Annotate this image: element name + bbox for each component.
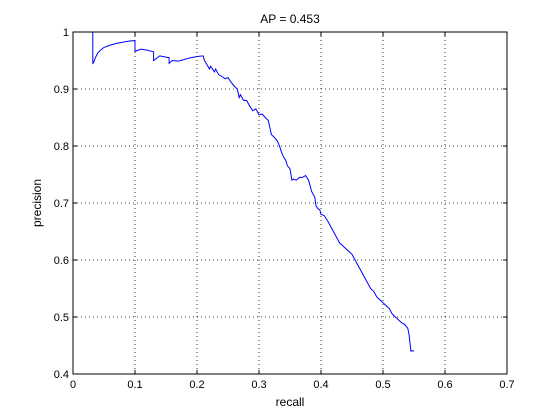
y-tick-label: 0.6 [54,255,69,267]
chart-title: AP = 0.453 [260,12,320,26]
grid-lines [73,32,507,374]
y-tick-label: 0.9 [54,84,69,96]
x-tick-label: 0.6 [437,379,452,391]
y-tick-label: 0.8 [54,141,69,153]
x-tick-label: 0.4 [313,379,328,391]
y-tick-label: 0.4 [54,369,69,381]
x-tick-label: 0.7 [499,379,514,391]
x-tick-label: 0.1 [127,379,142,391]
x-tick-label: 0 [70,379,76,391]
y-tick-label: 0.7 [54,198,69,210]
x-tick-label: 0.2 [189,379,204,391]
x-tick-label: 0.3 [251,379,266,391]
x-axis-label: recall [276,395,305,409]
precision-recall-line [92,32,415,352]
axis-ticks: 0 0.1 0.2 0.3 0.4 0.5 0.6 0.7 0.4 0.5 0.6 0.7 0.8 0.9… [54,27,515,391]
y-tick-label: 1 [63,27,69,39]
y-tick-label: 0.5 [54,312,69,324]
y-axis-label: precision [30,179,44,227]
x-tick-label: 0.5 [375,379,390,391]
series-layer [92,32,415,352]
